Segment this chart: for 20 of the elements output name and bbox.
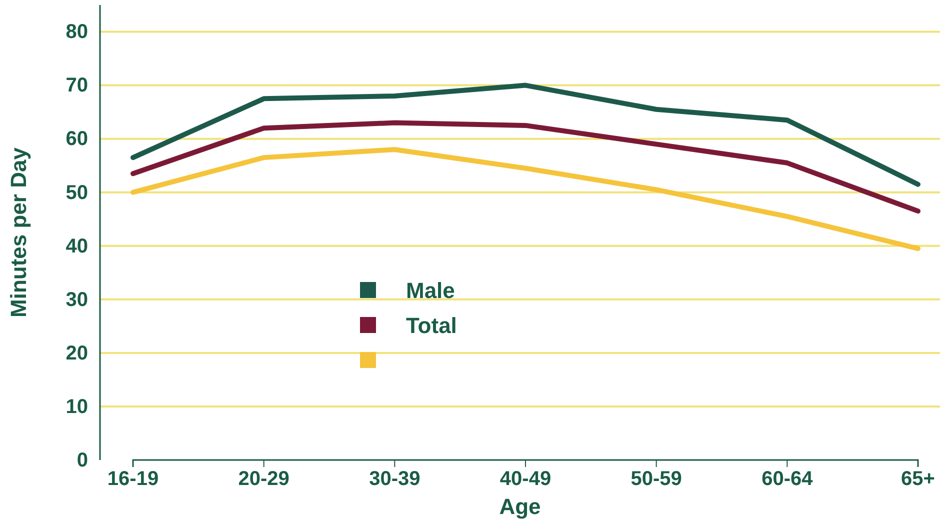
y-tick-label: 30 xyxy=(66,288,88,311)
y-tick-label: 60 xyxy=(66,128,88,150)
y-tick-label: 50 xyxy=(66,182,88,204)
y-tick-label: 40 xyxy=(66,235,88,258)
x-tick-label: 30-39 xyxy=(369,468,420,490)
x-tick-label: 16-19 xyxy=(107,468,159,490)
y-tick-label: 20 xyxy=(66,342,88,364)
y-tick-label: 80 xyxy=(66,21,88,44)
y-tick-label: 0 xyxy=(76,449,88,472)
legend-label: Male xyxy=(406,278,455,303)
x-tick-label: 65+ xyxy=(901,468,935,490)
x-axis-title: Age xyxy=(499,494,541,519)
legend-label: Total xyxy=(406,313,457,338)
x-tick-label: 20-29 xyxy=(238,468,290,490)
x-tick-label: 40-49 xyxy=(500,468,552,490)
y-tick-label: 70 xyxy=(66,74,88,97)
x-tick-label: 60-64 xyxy=(762,468,814,490)
x-tick-label: 50-59 xyxy=(630,468,682,490)
y-tick-label: 10 xyxy=(66,396,88,418)
y-axis-title: Minutes per Day xyxy=(6,146,31,318)
